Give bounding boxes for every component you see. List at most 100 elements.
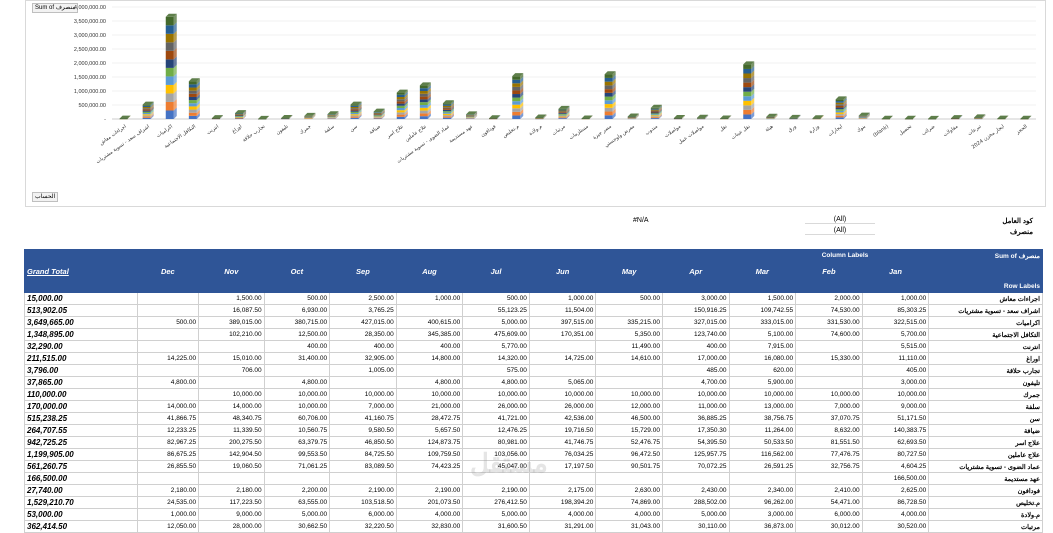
value-cell: 5,000.00 [662,509,729,521]
row-label[interactable]: اشراف سعد - تسوية مشتريات [929,305,1043,317]
value-cell: 50,533.50 [729,437,796,449]
value-cell: 10,000.00 [396,389,463,401]
x-category-label: مستلزمات [568,124,590,142]
column-labels-button[interactable]: Column Labels [137,250,929,262]
value-cell: 500.00 [596,293,663,305]
grand-total-cell: 166,500.00 [25,473,138,485]
row-label[interactable]: م.ولادة [929,509,1043,521]
row-label[interactable]: سن [929,413,1043,425]
value-cell: 620.00 [729,365,796,377]
pivot-header-row-1: Column Labels Sum of منصرف [25,250,1043,262]
row-label[interactable]: ضيافة [929,425,1043,437]
bar-segment [836,109,844,111]
value-cell: 86,675.25 [137,449,198,461]
bar-segment [512,87,520,91]
row-label[interactable]: انترنت [929,341,1043,353]
x-category-label: ضيافة [368,124,382,136]
value-cell: 5,000.00 [264,509,330,521]
value-cell: 427,015.00 [330,317,397,329]
axis-field-button[interactable]: الحساب [32,192,58,202]
bar-segment [512,83,520,87]
value-cell [137,389,198,401]
value-cell: 36,873.00 [729,521,796,533]
bar-segment [143,106,151,107]
value-cell: 14,800.00 [396,353,463,365]
bar-segment [443,103,451,104]
value-cell: 2,180.00 [137,485,198,497]
row-label[interactable]: تليفون [929,377,1043,389]
value-cell: 2,625.00 [862,485,929,497]
bar-segment [651,114,659,115]
row-label[interactable]: تجارب حلاقة [929,365,1043,377]
row-label[interactable]: اجراءات معاش [929,293,1043,305]
value-cell: 31,400.00 [264,353,330,365]
value-cell: 10,000.00 [529,389,596,401]
value-cell: 2,340.00 [729,485,796,497]
value-cell: 9,580.50 [330,425,397,437]
row-label[interactable]: عماد الضوى - تسوية مشتريات [929,461,1043,473]
bar-top [258,116,269,119]
filter-value-expense[interactable]: (All) [805,227,875,235]
value-cell [137,473,198,485]
row-label[interactable]: اكراميات [929,317,1043,329]
row-label[interactable]: جمرك [929,389,1043,401]
na-value: #N/A [633,217,649,224]
grand-total-cell: 37,865.00 [25,377,138,389]
value-cell: 475,609.00 [463,329,530,341]
row-label[interactable]: اوراغ [929,353,1043,365]
bar-segment [743,69,751,74]
grand-total-cell: 15,000.00 [25,293,138,305]
row-label[interactable]: فودافون [929,485,1043,497]
bar-segment [166,76,174,85]
value-cell: 1,000.00 [862,293,929,305]
bar-segment [397,108,405,110]
value-cell: 41,160.75 [330,413,397,425]
value-cell: 333,015.00 [729,317,796,329]
x-category-label: مرتبات [551,124,567,137]
bar-segment [166,51,174,60]
value-cell: 166,500.00 [862,473,929,485]
bar-segment [143,108,151,109]
bar-segment [374,115,382,116]
value-cell: 2,190.00 [463,485,530,497]
row-label[interactable]: التكافل الاجتماعية [929,329,1043,341]
value-cell: 322,515.00 [862,317,929,329]
bar-segment [189,97,197,100]
row-label[interactable]: عهد مستديمة [929,473,1043,485]
row-labels-button[interactable]: Row Labels [929,281,1043,293]
x-category-label: م.ولادة [528,124,544,137]
bar-segment [397,95,405,97]
row-label[interactable]: علاج عاملين [929,449,1043,461]
x-category-label: فودافون [480,123,498,138]
value-cell: 400.00 [662,341,729,353]
bar-segment [420,108,428,111]
row-label[interactable]: علاج اسر [929,437,1043,449]
value-cell: 10,560.75 [264,425,330,437]
x-category-label: جمرك [299,124,313,136]
value-cell: 4,800.00 [396,377,463,389]
value-cell [137,293,198,305]
bar-segment [605,74,613,78]
filter-value-worker-code[interactable]: (All) [805,216,875,224]
value-cell: 17,000.00 [662,353,729,365]
x-category-label: ضرائب [921,124,936,137]
month-header-mar: Mar [729,262,796,281]
bar-top [882,116,893,119]
value-cell: 389,015.00 [199,317,265,329]
value-cell: 14,000.00 [199,401,265,413]
month-header-spacer [929,262,1043,281]
row-label[interactable]: مرتبات [929,521,1043,533]
value-cell: 10,000.00 [330,389,397,401]
grand-total-cell: 27,740.00 [25,485,138,497]
filter-area: #N/A كود العامل (All) منصرف (All) [0,213,1053,243]
value-cell: 10,000.00 [264,401,330,413]
bar-segment [143,111,151,112]
grand-total-cell: 362,414.50 [25,521,138,533]
bar-segment [443,107,451,108]
row-label[interactable]: سلفة [929,401,1043,413]
value-cell: 10,000.00 [796,389,863,401]
value-cell: 32,220.50 [330,521,397,533]
